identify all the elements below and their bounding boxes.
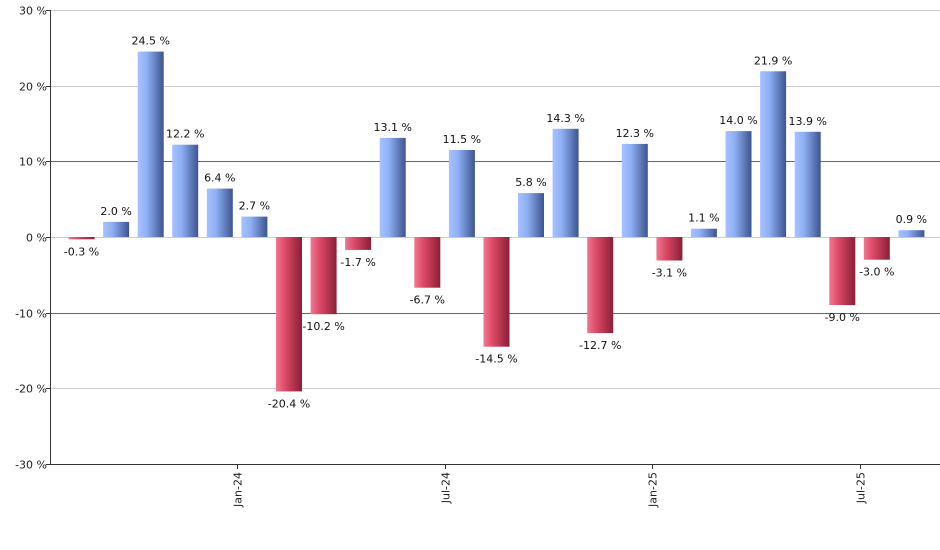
data-label-2: 2.0 % (100, 205, 131, 218)
bar-1 (68, 237, 95, 240)
bar-17 (621, 143, 648, 237)
bar-12 (448, 150, 475, 237)
bar-13 (483, 237, 510, 347)
bar-23 (829, 237, 856, 306)
bar-25 (898, 230, 925, 237)
data-label-20: 14.0 % (719, 114, 757, 127)
y-tick-labels: 30 % 20 % 10 % 0 % -10 % -20 % -30 % (15, 5, 47, 472)
bar-2 (103, 221, 130, 237)
data-label-9: -1.7 % (340, 256, 375, 269)
x-tick-labels: Jan-24 Jul-24 Jan-25 Jul-25 (232, 472, 868, 508)
data-label-5: 6.4 % (204, 172, 235, 185)
data-label-8: -10.2 % (302, 320, 344, 333)
bar-14 (518, 193, 544, 237)
bars (68, 51, 925, 392)
bar-19 (690, 228, 717, 237)
y-tick-label: 0 % (26, 232, 47, 245)
bar-24 (863, 237, 890, 260)
data-label-12: 11.5 % (443, 133, 481, 146)
data-label-14: 5.8 % (515, 176, 546, 189)
x-tick-label: Jul-25 (855, 472, 868, 504)
bar-16 (587, 237, 614, 334)
data-label-15: 14.3 % (546, 112, 584, 125)
data-label-17: 12.3 % (616, 127, 654, 140)
data-label-11: -6.7 % (410, 294, 445, 307)
bar-9 (345, 237, 372, 250)
data-label-4: 12.2 % (166, 128, 204, 141)
bar-21 (760, 71, 787, 237)
y-tick-label: -20 % (15, 383, 47, 396)
x-tick-label: Jul-24 (440, 472, 453, 504)
data-label-22: 13.9 % (788, 115, 826, 128)
data-label-19: 1.1 % (688, 212, 719, 225)
bar-18 (656, 237, 683, 261)
data-label-7: -20.4 % (268, 397, 310, 410)
bar-3 (137, 51, 164, 237)
y-tick-label: 30 % (19, 5, 47, 18)
bar-20 (725, 131, 752, 237)
data-label-6: 2.7 % (239, 200, 270, 213)
bar-15 (552, 128, 579, 237)
data-label-1: -0.3 % (64, 245, 99, 258)
data-label-24: -3.0 % (859, 266, 894, 279)
bar-4 (172, 144, 199, 237)
y-tick-label: -10 % (15, 308, 47, 321)
x-tick-label: Jan-24 (232, 472, 245, 508)
data-label-3: 24.5 % (131, 35, 169, 48)
bar-8 (310, 237, 337, 315)
data-label-16: -12.7 % (579, 339, 621, 352)
data-label-25: 0.9 % (896, 213, 927, 226)
data-label-18: -3.1 % (652, 267, 687, 280)
bar-11 (414, 237, 441, 288)
data-label-10: 13.1 % (373, 121, 411, 134)
bar-10 (379, 137, 406, 237)
data-label-21: 21.9 % (754, 54, 792, 67)
data-label-13: -14.5 % (475, 353, 517, 366)
bar-7 (276, 237, 302, 392)
x-tick-label: Jan-25 (647, 472, 660, 508)
bar-22 (794, 131, 821, 237)
data-label-23: -9.0 % (825, 311, 860, 324)
axes (46, 10, 940, 469)
y-tick-label: 20 % (19, 81, 47, 94)
y-tick-label: -30 % (15, 459, 47, 472)
bar-6 (241, 216, 268, 237)
y-tick-label: 10 % (19, 156, 47, 169)
data-labels: -0.3 % 2.0 % 24.5 % 12.2 % 6.4 % 2.7 % -20.4 %… (64, 35, 927, 411)
bar-5 (206, 188, 233, 237)
